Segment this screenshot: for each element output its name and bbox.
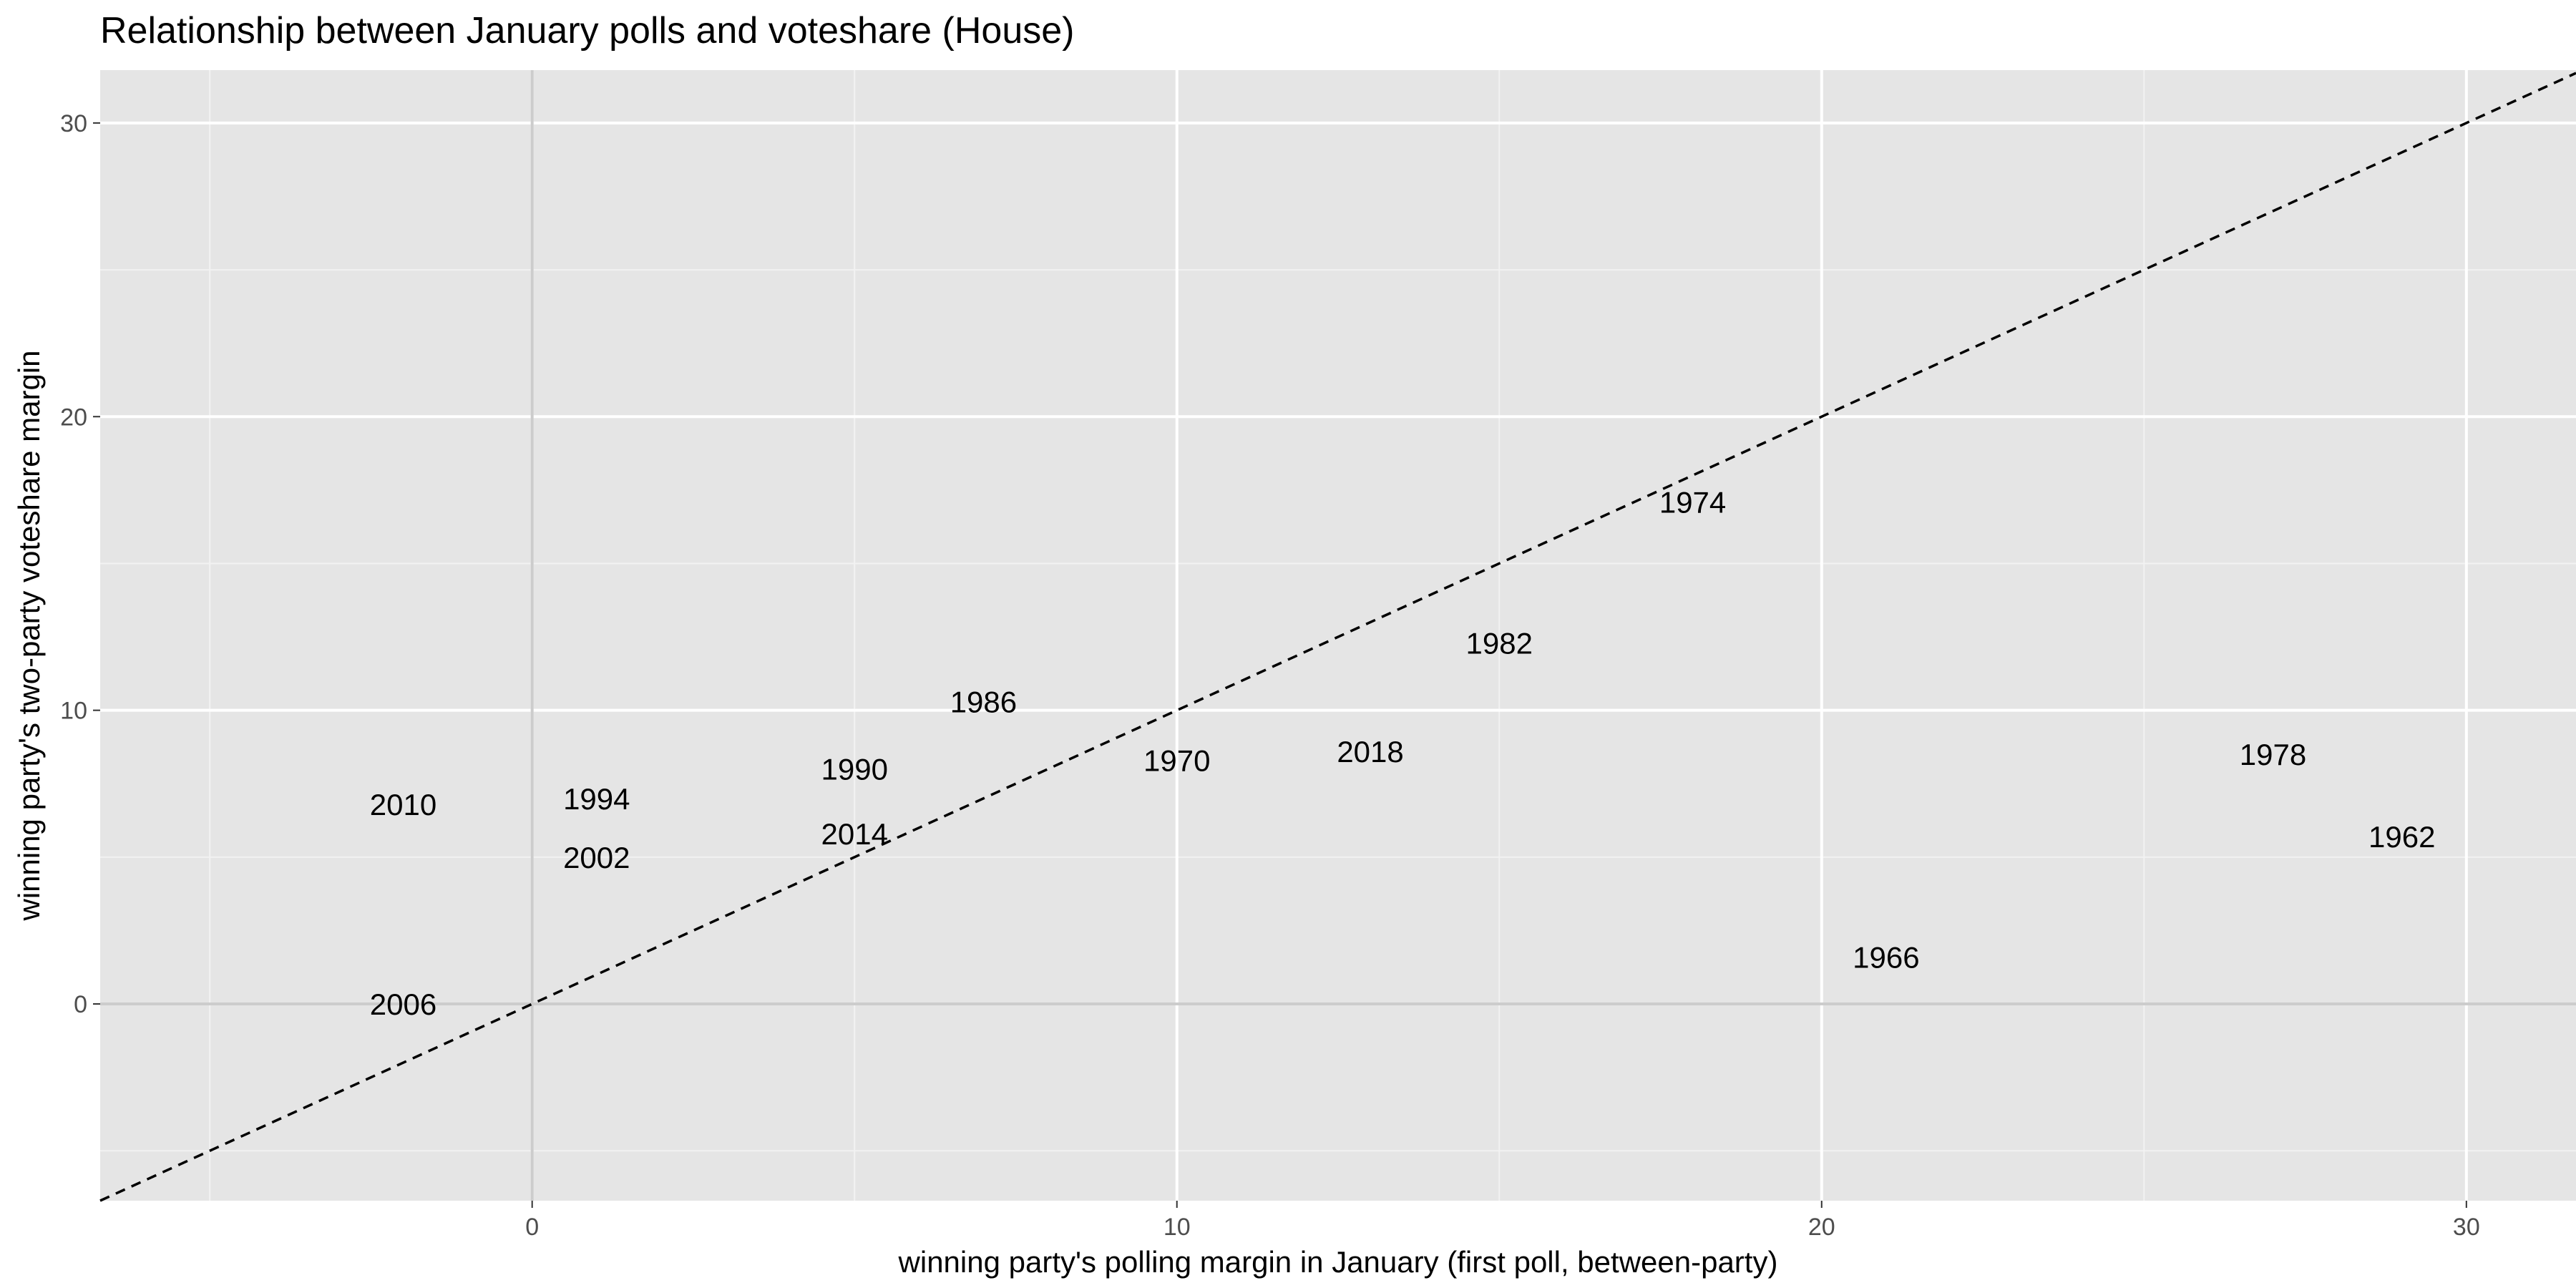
x-tick-label: 30 — [2453, 1214, 2480, 1241]
point-label-1994: 1994 — [563, 782, 630, 816]
point-label-1966: 1966 — [1853, 940, 1919, 974]
minor-gridlines — [100, 70, 2576, 1201]
y-tick-label: 10 — [60, 698, 87, 725]
x-axis-title: winning party's polling margin in Januar… — [898, 1245, 1778, 1279]
x-tick-label: 0 — [525, 1214, 539, 1241]
x-tick-label: 20 — [1808, 1214, 1835, 1241]
y-axis-title: winning party's two-party voteshare marg… — [12, 350, 46, 921]
point-label-2014: 2014 — [821, 817, 888, 851]
point-label-1986: 1986 — [950, 685, 1017, 718]
chart-title: Relationship between January polls and v… — [100, 10, 1074, 52]
x-tick-label: 10 — [1163, 1214, 1191, 1241]
y-tick-label: 20 — [60, 404, 87, 431]
point-label-2010: 2010 — [370, 788, 436, 821]
reference-layer — [99, 70, 2576, 1202]
point-label-1978: 1978 — [2240, 738, 2306, 771]
point-label-1970: 1970 — [1143, 743, 1210, 777]
y-tick-label: 30 — [60, 110, 87, 137]
point-label-1974: 1974 — [1659, 485, 1726, 519]
point-label-2018: 2018 — [1337, 735, 1403, 769]
point-label-2002: 2002 — [563, 841, 630, 874]
point-label-2006: 2006 — [370, 987, 436, 1021]
x-axis: 0 10 20 30 — [525, 1201, 2480, 1241]
plot-panel — [100, 70, 2576, 1201]
y-axis: 0 10 20 30 — [60, 110, 100, 1018]
point-labels: 2010 2006 1994 2002 1990 2014 1986 1970 2018 1982… — [370, 485, 2436, 1021]
y-tick-label: 0 — [74, 991, 87, 1018]
point-label-1962: 1962 — [2368, 820, 2435, 854]
point-label-1982: 1982 — [1466, 626, 1533, 660]
identity-line — [99, 72, 2576, 1202]
point-label-1990: 1990 — [821, 753, 888, 786]
